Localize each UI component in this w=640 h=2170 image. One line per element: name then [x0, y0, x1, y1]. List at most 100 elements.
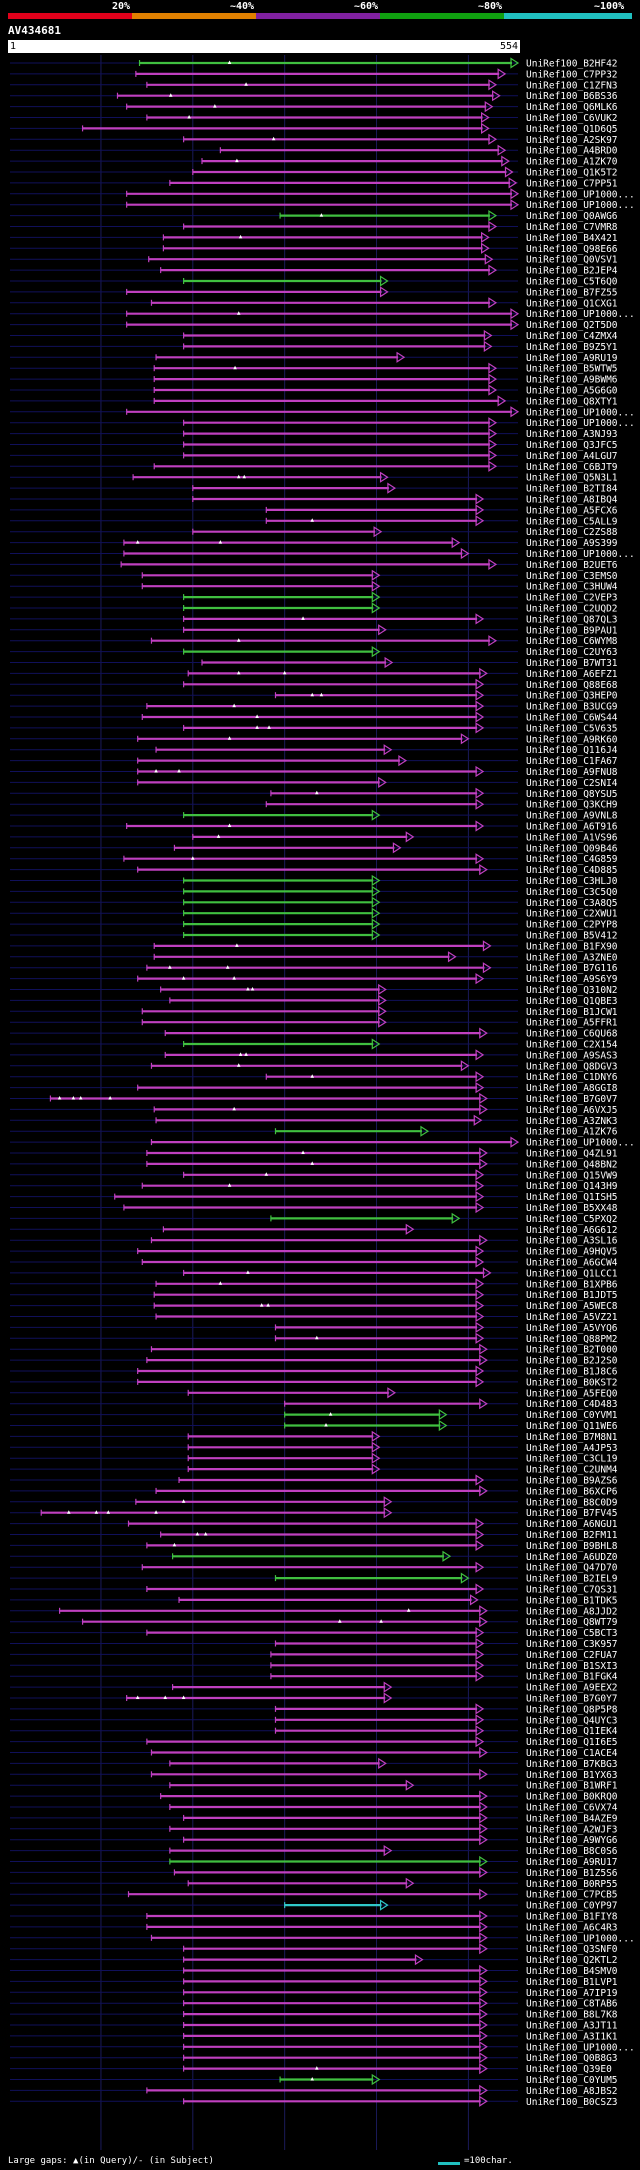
hit-row[interactable]: UniRef100_A5FFR1: [10, 1016, 618, 1029]
hit-row[interactable]: UniRef100_B1J8C6: [10, 1365, 618, 1378]
hit-row[interactable]: UniRef100_B2UET6: [10, 558, 618, 571]
hit-row[interactable]: UniRef100_Q39E0: [10, 2063, 612, 2075]
hit-label[interactable]: UniRef100_A5WEC8: [526, 1301, 618, 1312]
hit-label[interactable]: UniRef100_A3NJ93: [526, 429, 618, 440]
hit-label[interactable]: UniRef100_C6VUK2: [526, 113, 618, 124]
hit-row[interactable]: UniRef100_C0YVM1: [10, 1409, 618, 1421]
hit-label[interactable]: UniRef100_Q88E68: [526, 680, 618, 691]
hit-label[interactable]: UniRef100_B0KRQ0: [526, 1792, 618, 1803]
hit-row[interactable]: UniRef100_Q1CXG1: [10, 297, 618, 309]
hit-label[interactable]: UniRef100_Q39E0: [526, 2064, 612, 2075]
hit-row[interactable]: UniRef100_B0CSZ3: [10, 2095, 618, 2108]
hit-row[interactable]: UniRef100_A6EFZ1: [10, 667, 618, 680]
hit-row[interactable]: UniRef100_C1FA67: [10, 755, 618, 767]
hit-label[interactable]: UniRef100_UP1000...: [526, 1138, 635, 1149]
hit-row[interactable]: UniRef100_B1XPB6: [10, 1278, 618, 1290]
hit-label[interactable]: UniRef100_A9FNU8: [526, 767, 618, 778]
hit-row[interactable]: UniRef100_A9S399: [10, 537, 618, 549]
hit-row[interactable]: UniRef100_C4D885: [10, 864, 618, 876]
hit-label[interactable]: UniRef100_B1FIY8: [526, 1912, 618, 1923]
hit-label[interactable]: UniRef100_C2X154: [526, 1040, 618, 1051]
hit-label[interactable]: UniRef100_UP1000...: [526, 418, 635, 429]
hit-label[interactable]: UniRef100_B4AZE9: [526, 1813, 618, 1824]
hit-row[interactable]: UniRef100_C2X154: [10, 1038, 618, 1051]
hit-label[interactable]: UniRef100_B6BS36: [526, 91, 618, 102]
hit-label[interactable]: UniRef100_B7G0V7: [526, 1094, 618, 1105]
hit-label[interactable]: UniRef100_Q310N2: [526, 985, 618, 996]
hit-row[interactable]: UniRef100_C1ACE4: [10, 1746, 618, 1759]
hit-row[interactable]: UniRef100_Q8P5P8: [10, 1703, 618, 1715]
hit-label[interactable]: UniRef100_A8JJD2: [526, 1606, 618, 1617]
hit-row[interactable]: UniRef100_C2ZS88: [10, 526, 618, 538]
hit-row[interactable]: UniRef100_C0YUM5: [10, 2073, 618, 2086]
hit-row[interactable]: UniRef100_B7G0Y7: [10, 1692, 618, 1705]
hit-label[interactable]: UniRef100_UP1000...: [526, 549, 635, 560]
hit-row[interactable]: UniRef100_B8C0S6: [10, 1845, 618, 1857]
hit-row[interactable]: UniRef100_A5VZ21: [10, 1310, 618, 1323]
hit-label[interactable]: UniRef100_A6T916: [526, 822, 618, 833]
hit-row[interactable]: UniRef100_C5V635: [10, 722, 618, 734]
hit-row[interactable]: UniRef100_A6G612: [10, 1223, 618, 1236]
hit-label[interactable]: UniRef100_A9RK60: [526, 734, 618, 745]
hit-label[interactable]: UniRef100_Q1LCC1: [526, 1268, 618, 1279]
hit-label[interactable]: UniRef100_A5VYQ6: [526, 1323, 618, 1334]
hit-label[interactable]: UniRef100_Q8WT79: [526, 1617, 618, 1628]
hit-label[interactable]: UniRef100_A5FFR1: [526, 1018, 618, 1029]
hit-row[interactable]: UniRef100_B1Z5S6: [10, 1866, 618, 1879]
hit-row[interactable]: UniRef100_C7PP51: [10, 177, 618, 189]
hit-row[interactable]: UniRef100_A6GCW4: [10, 1256, 618, 1269]
hit-row[interactable]: UniRef100_C6QU68: [10, 1027, 618, 1040]
hit-label[interactable]: UniRef100_A6C4R3: [526, 1922, 618, 1933]
hit-label[interactable]: UniRef100_B2J2S0: [526, 1356, 618, 1367]
hit-label[interactable]: UniRef100_Q143H9: [526, 1181, 618, 1192]
hit-row[interactable]: UniRef100_C2UNM4: [10, 1463, 618, 1476]
hit-label[interactable]: UniRef100_B4SMV0: [526, 1966, 618, 1977]
hit-row[interactable]: UniRef100_B0KRQ0: [10, 1790, 618, 1803]
hit-row[interactable]: UniRef100_B1YX63: [10, 1768, 618, 1781]
hit-label[interactable]: UniRef100_Q8YSU5: [526, 789, 618, 800]
hit-label[interactable]: UniRef100_B3UCG9: [526, 702, 618, 713]
hit-row[interactable]: UniRef100_Q09B46: [10, 842, 618, 854]
hit-label[interactable]: UniRef100_UP1000...: [526, 407, 635, 418]
hit-label[interactable]: UniRef100_C3CL19: [526, 1454, 618, 1465]
hit-row[interactable]: UniRef100_B7G116: [10, 962, 618, 974]
hit-label[interactable]: UniRef100_C3EMS0: [526, 571, 618, 582]
hit-row[interactable]: UniRef100_C3C5Q0: [10, 885, 618, 898]
hit-row[interactable]: UniRef100_B5XX48: [10, 1201, 618, 1214]
hit-row[interactable]: UniRef100_B9BHL8: [10, 1539, 618, 1552]
hit-row[interactable]: UniRef100_C1ZFN3: [10, 79, 618, 91]
hit-label[interactable]: UniRef100_A2WJF3: [526, 1824, 618, 1835]
hit-row[interactable]: UniRef100_B4AZE9: [10, 1812, 618, 1824]
hit-row[interactable]: UniRef100_A3SL16: [10, 1234, 618, 1247]
hit-label[interactable]: UniRef100_A5FEQ0: [526, 1388, 618, 1399]
hit-label[interactable]: UniRef100_A5VZ21: [526, 1312, 618, 1323]
hit-row[interactable]: UniRef100_UP1000...: [10, 199, 635, 211]
hit-row[interactable]: UniRef100_A2SK97: [10, 133, 618, 146]
hit-row[interactable]: UniRef100_B7G0V7: [10, 1092, 618, 1105]
hit-row[interactable]: UniRef100_Q5N3L1: [10, 471, 618, 484]
hit-row[interactable]: UniRef100_B6BS36: [10, 90, 618, 102]
hit-label[interactable]: UniRef100_Q5N3L1: [526, 473, 618, 484]
hit-label[interactable]: UniRef100_Q0AWG6: [526, 211, 618, 222]
hit-label[interactable]: UniRef100_B9PAU1: [526, 625, 618, 636]
hit-row[interactable]: UniRef100_C6BJT9: [10, 460, 618, 473]
hit-row[interactable]: UniRef100_A9FNU8: [10, 765, 618, 778]
hit-label[interactable]: UniRef100_Q2KTL2: [526, 1955, 618, 1966]
hit-row[interactable]: UniRef100_B1WRF1: [10, 1779, 618, 1792]
hit-row[interactable]: UniRef100_A3JT11: [10, 2019, 618, 2032]
hit-row[interactable]: UniRef100_A9SAS3: [10, 1049, 618, 1061]
hit-label[interactable]: UniRef100_A9EEX2: [526, 1683, 618, 1694]
hit-label[interactable]: UniRef100_Q88PM2: [526, 1334, 618, 1345]
hit-label[interactable]: UniRef100_B8L7K8: [526, 2010, 618, 2021]
hit-row[interactable]: UniRef100_A6T916: [10, 820, 618, 833]
hit-label[interactable]: UniRef100_Q3SNF0: [526, 1944, 618, 1955]
hit-row[interactable]: UniRef100_A8GGI8: [10, 1082, 618, 1094]
hit-label[interactable]: UniRef100_C6VX74: [526, 1803, 618, 1814]
hit-row[interactable]: UniRef100_Q8XTY1: [10, 395, 618, 407]
hit-row[interactable]: UniRef100_Q88PM2: [10, 1332, 618, 1345]
hit-label[interactable]: UniRef100_B5WTW5: [526, 364, 618, 375]
hit-label[interactable]: UniRef100_Q11WE6: [526, 1421, 618, 1432]
hit-label[interactable]: UniRef100_C1ZFN3: [526, 80, 618, 91]
hit-label[interactable]: UniRef100_A6EFZ1: [526, 669, 618, 680]
hit-label[interactable]: UniRef100_Q1I6E5: [526, 1737, 618, 1748]
